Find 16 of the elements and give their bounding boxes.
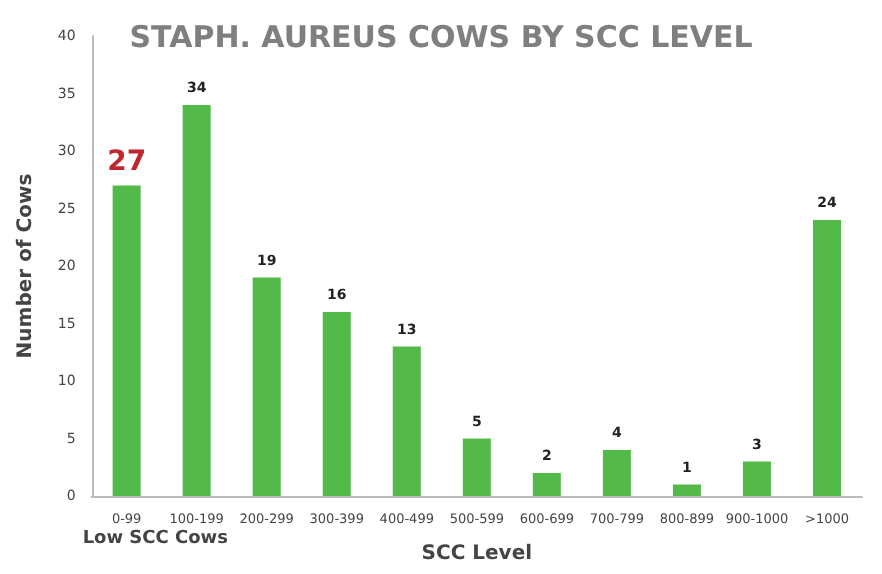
bar: [112, 185, 141, 496]
bar: [462, 438, 491, 496]
bar: [392, 346, 421, 496]
y-axis-title: Number of Cows: [15, 173, 37, 359]
data-label: 27: [107, 145, 147, 178]
bar: [742, 461, 771, 496]
chart-title: STAPH. AUREUS COWS BY SCC LEVEL: [129, 19, 754, 55]
bar: [182, 105, 211, 496]
bar: [322, 312, 351, 496]
x-axis-title: SCC Level: [421, 543, 533, 565]
text: Low SCC Cows: [82, 529, 228, 549]
bar: [812, 220, 841, 496]
bar: [252, 277, 281, 496]
bar: [672, 484, 701, 496]
bar: [602, 450, 631, 496]
bar: [532, 473, 561, 496]
